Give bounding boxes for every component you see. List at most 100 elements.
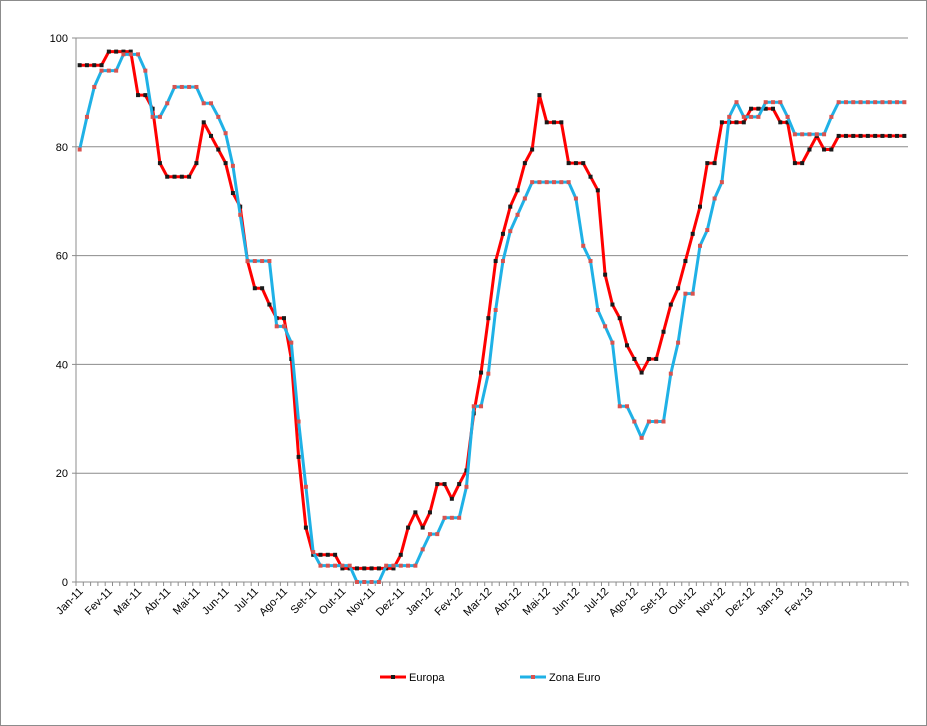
data-point [829,114,834,119]
data-point [143,68,148,73]
x-tick-label: Jun-12 [550,586,582,618]
data-point [274,324,279,329]
data-point [449,515,454,520]
y-tick-label: 40 [56,359,68,371]
data-point [727,114,732,119]
data-point [858,133,863,138]
data-point [449,496,454,501]
data-point [822,147,827,152]
x-tick-label: Set-12 [638,586,669,617]
data-point [165,174,170,179]
data-point [340,566,345,571]
data-point [537,180,542,185]
data-point [617,316,622,321]
data-point [413,563,418,568]
series-zona-euro [77,52,907,584]
data-point [427,510,432,515]
data-point [880,133,885,138]
x-tick-label: Jun-11 [200,586,232,618]
data-point [785,114,790,119]
data-point [873,100,878,105]
data-point [530,180,535,185]
data-point [807,147,812,152]
data-point [84,114,89,119]
data-point [610,302,615,307]
data-point [770,100,775,105]
data-point [282,324,286,329]
data-point [515,188,520,193]
data-point [420,547,425,552]
data-point [282,316,286,321]
data-point [668,371,673,376]
data-point [873,133,878,138]
data-point [778,120,783,125]
data-point [566,161,571,166]
x-tick-label: Mai-12 [521,586,553,618]
data-point [435,532,440,537]
data-point [303,484,308,489]
x-tick-label: Abr-11 [142,586,173,617]
data-point [435,482,440,487]
data-point [661,419,666,424]
data-point [851,133,856,138]
data-point [201,101,206,106]
data-point [376,580,381,584]
x-tick-label: Set-11 [288,586,319,617]
data-point [661,329,666,334]
data-point [778,100,783,105]
data-point [347,563,352,568]
data-point [581,243,586,248]
x-tick-label: Jan-11 [54,586,86,618]
series-line [78,52,906,584]
data-point [734,100,739,105]
data-point [77,63,82,68]
data-point [427,532,432,537]
x-tick-label: Dez-12 [724,586,758,620]
data-point [92,84,97,89]
data-point [384,563,389,568]
data-point [625,404,630,409]
legend-swatch-marker [391,675,395,679]
data-point [267,302,272,307]
data-point [895,100,900,105]
legend-swatch-marker [531,675,535,679]
data-point [493,259,498,264]
data-point [486,371,491,376]
x-tick-label: Mar-11 [112,586,145,619]
y-tick-label: 20 [56,468,68,480]
data-point [719,180,724,185]
data-point [573,161,578,166]
data-point [610,340,615,345]
data-point [260,259,265,264]
data-point [887,100,892,105]
data-point [756,114,761,119]
data-point [800,132,805,137]
data-point [121,49,126,54]
data-point [573,196,578,201]
data-point [705,228,710,233]
data-point [464,484,469,489]
data-point [216,147,221,152]
data-point [157,161,162,166]
x-tick-label: Fev-12 [433,586,466,619]
data-point [544,120,549,125]
data-point [187,84,192,89]
x-tick-label: Out-11 [317,586,349,618]
data-point [172,174,177,179]
data-point [471,404,476,409]
data-point [690,231,695,236]
data-point [296,419,301,424]
x-tick-label: Ago-11 [257,586,290,619]
data-point [712,161,717,166]
data-point [858,100,863,105]
data-point [398,552,403,557]
data-point [698,204,702,209]
data-point [632,419,637,424]
data-point [741,114,746,119]
data-point [581,161,586,166]
data-point [603,324,608,329]
data-point [77,147,82,152]
x-tick-label: Jan-13 [754,586,786,618]
series-europa [77,49,907,571]
